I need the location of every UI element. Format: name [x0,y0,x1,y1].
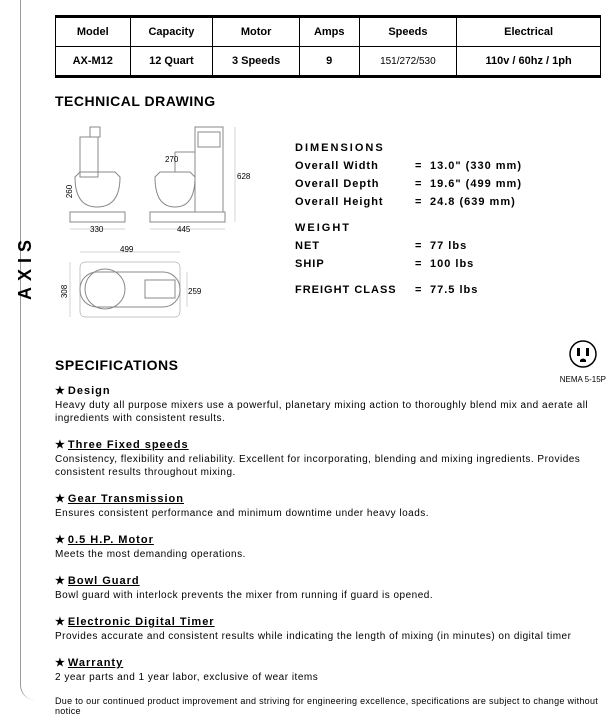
equals-sign: = [415,196,430,208]
dim-label: Overall Depth [295,178,415,190]
spec-description: Heavy duty all purpose mixers use a powe… [55,399,601,425]
cell-electrical: 110v / 60hz / 1ph [457,47,601,77]
technical-drawing-title: TECHNICAL DRAWING [55,93,601,109]
spec-title: 0.5 H.P. Motor [68,534,154,546]
drawings-column: 330 445 628 260 270 [55,117,275,332]
star-icon: ★ [55,439,68,451]
plug-diagram: NEMA 5-15P [560,340,606,384]
spec-item: ★ Warranty 2 year parts and 1 year labor,… [55,653,601,684]
spec-title: Electronic Digital Timer [68,616,215,628]
cell-capacity: 12 Quart [130,47,213,77]
cell-motor: 3 Speeds [213,47,300,77]
cell-amps: 9 [299,47,359,77]
dim-label: Overall Height [295,196,415,208]
weight-header: WEIGHT [295,222,601,234]
cell-model: AX-M12 [56,47,131,77]
weight-value: 100 lbs [430,258,474,270]
equals-sign: = [415,284,430,296]
dim-label: Overall Width [295,160,415,172]
star-icon: ★ [55,616,68,628]
weight-label: SHIP [295,258,415,270]
spec-item: ★ Design Heavy duty all purpose mixers us… [55,381,601,425]
dim-value: 13.0" (330 mm) [430,160,522,172]
model-spec-table: Model Capacity Motor Amps Speeds Electri… [55,15,601,78]
specifications-list: ★ Design Heavy duty all purpose mixers us… [55,381,601,684]
dim-330: 330 [90,225,103,234]
equals-sign: = [415,258,430,270]
technical-drawing-area: 330 445 628 260 270 [55,117,601,332]
star-icon: ★ [55,493,68,505]
spec-title: Gear Transmission [68,493,184,505]
equals-sign: = [415,240,430,252]
table-header-row: Model Capacity Motor Amps Speeds Electri… [56,17,601,47]
col-amps: Amps [299,17,359,47]
dim-259: 259 [188,287,201,296]
spec-description: Consistency, flexibility and reliability… [55,453,601,479]
brand-logo: AXIS [15,234,36,300]
spec-description: Bowl guard with interlock prevents the m… [55,589,601,602]
spec-title: Three Fixed speeds [68,439,189,451]
star-icon: ★ [55,385,68,397]
weight-label: NET [295,240,415,252]
specifications-title: SPECIFICATIONS [55,357,601,373]
cell-speeds: 151/272/530 [359,47,457,77]
mixer-plan-icon [55,242,205,332]
spec-description: Provides accurate and consistent results… [55,630,601,643]
star-icon: ★ [55,534,68,546]
dimensions-column: DIMENSIONS Overall Width = 13.0" (330 mm… [275,117,601,302]
freight-label: FREIGHT CLASS [295,284,415,296]
equals-sign: = [415,178,430,190]
weight-row-ship: SHIP = 100 lbs [295,258,601,270]
spec-item: ★ Electronic Digital Timer Provides accur… [55,612,601,643]
spec-description: Ensures consistent performance and minim… [55,507,601,520]
spec-item: ★ Three Fixed speeds Consistency, flexibi… [55,435,601,479]
spec-description: 2 year parts and 1 year labor, exclusive… [55,671,601,684]
weight-row-net: NET = 77 lbs [295,240,601,252]
col-model: Model [56,17,131,47]
col-speeds: Speeds [359,17,457,47]
col-electrical: Electrical [457,17,601,47]
dim-value: 24.8 (639 mm) [430,196,516,208]
freight-value: 77.5 lbs [430,284,478,296]
table-data-row: AX-M12 12 Quart 3 Speeds 9 151/272/530 1… [56,47,601,77]
weight-value: 77 lbs [430,240,467,252]
dim-row-depth: Overall Depth = 19.6" (499 mm) [295,178,601,190]
drawing-front-side: 330 445 628 260 270 [55,117,255,237]
spec-title: Warranty [68,657,123,669]
page-border [20,0,35,700]
spec-item: ★ Gear Transmission Ensures consistent pe… [55,489,601,520]
dim-308: 308 [60,285,69,298]
spec-item: ★ 0.5 H.P. Motor Meets the most demanding… [55,530,601,561]
equals-sign: = [415,160,430,172]
drawing-top: 499 308 259 [55,242,205,332]
dim-270: 270 [165,155,178,164]
col-motor: Motor [213,17,300,47]
spec-title: Design [68,385,111,397]
dim-499: 499 [120,245,133,254]
dim-value: 19.6" (499 mm) [430,178,522,190]
dim-260: 260 [65,185,74,198]
content-area: Model Capacity Motor Amps Speeds Electri… [55,15,601,716]
star-icon: ★ [55,657,68,669]
dim-row-width: Overall Width = 13.0" (330 mm) [295,160,601,172]
dim-628: 628 [237,172,250,181]
dimensions-header: DIMENSIONS [295,142,601,154]
spec-description: Meets the most demanding operations. [55,548,601,561]
nema-plug-icon [569,340,597,368]
spec-item: ★ Bowl Guard Bowl guard with interlock pr… [55,571,601,602]
col-capacity: Capacity [130,17,213,47]
footer-note: Due to our continued product improvement… [55,696,601,716]
star-icon: ★ [55,575,68,587]
dim-row-height: Overall Height = 24.8 (639 mm) [295,196,601,208]
mixer-elevation-icon [55,117,255,237]
dim-445: 445 [177,225,190,234]
plug-label: NEMA 5-15P [560,375,606,384]
spec-title: Bowl Guard [68,575,140,587]
freight-row: FREIGHT CLASS = 77.5 lbs [295,284,601,296]
